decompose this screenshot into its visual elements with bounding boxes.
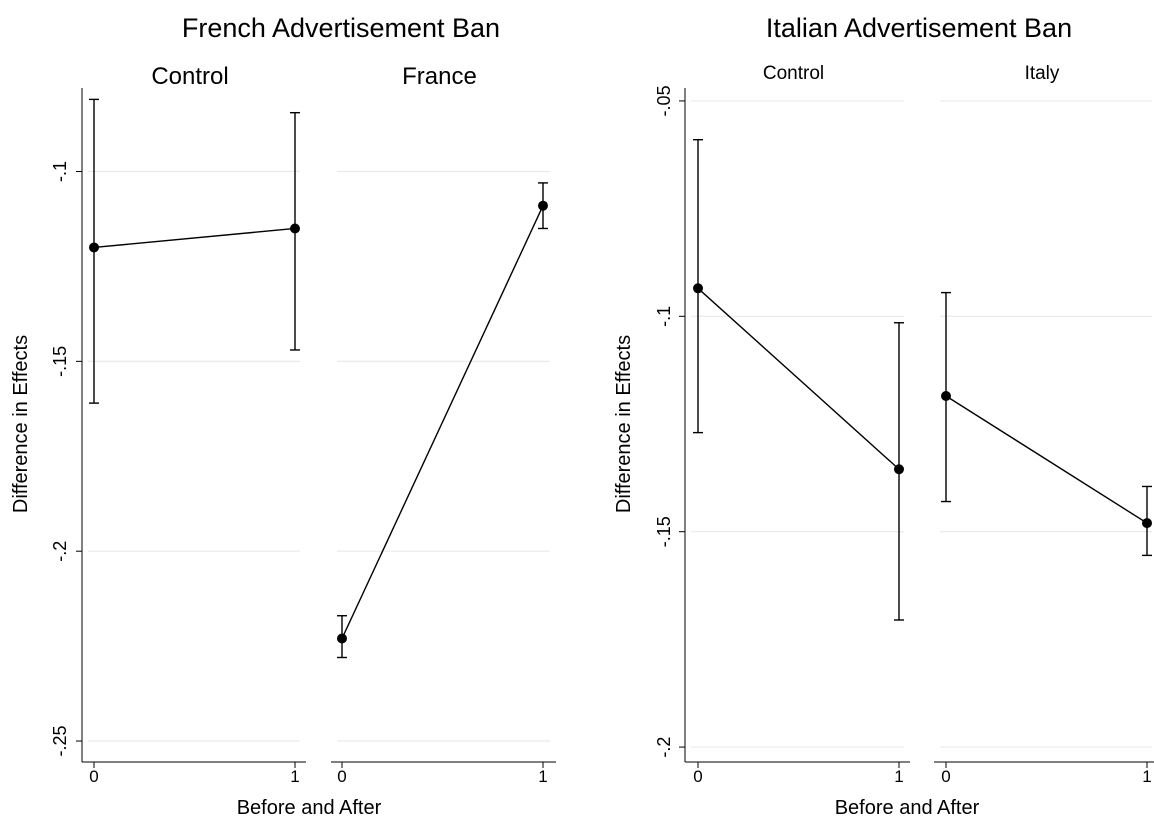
panel-label: Control bbox=[763, 63, 824, 84]
y-tick-label: -.2 bbox=[654, 737, 674, 758]
y-tick-label: -.15 bbox=[654, 516, 674, 547]
x-tick-label: 1 bbox=[290, 767, 299, 786]
data-point bbox=[89, 242, 99, 253]
y-tick-label: -.05 bbox=[654, 85, 674, 116]
data-point bbox=[1142, 518, 1152, 529]
chart-title: French Advertisement Ban bbox=[182, 13, 500, 43]
y-axis-label: Difference in Effects bbox=[10, 335, 32, 513]
data-point bbox=[337, 633, 347, 644]
data-point bbox=[538, 200, 548, 211]
x-tick-label: 1 bbox=[1142, 767, 1151, 786]
y-tick-label: -.15 bbox=[50, 346, 70, 377]
y-tick-label: -.1 bbox=[50, 161, 70, 182]
chart-title: Italian Advertisement Ban bbox=[766, 13, 1072, 43]
x-tick-label: 0 bbox=[941, 767, 950, 786]
x-tick-label: 0 bbox=[693, 767, 702, 786]
series-line bbox=[93, 227, 296, 249]
panel-label: Control bbox=[151, 63, 228, 90]
x-tick-label: 1 bbox=[538, 767, 547, 786]
series-line bbox=[697, 287, 900, 470]
x-tick-label: 1 bbox=[894, 767, 903, 786]
x-tick-label: 0 bbox=[89, 767, 98, 786]
x-axis-label: Before and After bbox=[237, 797, 382, 819]
panel-label: Italy bbox=[1025, 63, 1060, 84]
data-point bbox=[693, 283, 703, 294]
y-tick-label: -.1 bbox=[654, 306, 674, 327]
x-axis-label: Before and After bbox=[835, 797, 980, 819]
data-point bbox=[894, 464, 904, 475]
series-line bbox=[945, 395, 1148, 524]
series-line bbox=[341, 205, 544, 639]
panel-label: France bbox=[402, 63, 477, 90]
data-point bbox=[941, 391, 951, 401]
data-point bbox=[290, 223, 300, 234]
x-tick-label: 0 bbox=[337, 767, 346, 786]
y-tick-label: -.2 bbox=[50, 541, 70, 562]
y-axis-label: Difference in Effects bbox=[613, 335, 635, 513]
y-tick-label: -.25 bbox=[50, 726, 70, 757]
